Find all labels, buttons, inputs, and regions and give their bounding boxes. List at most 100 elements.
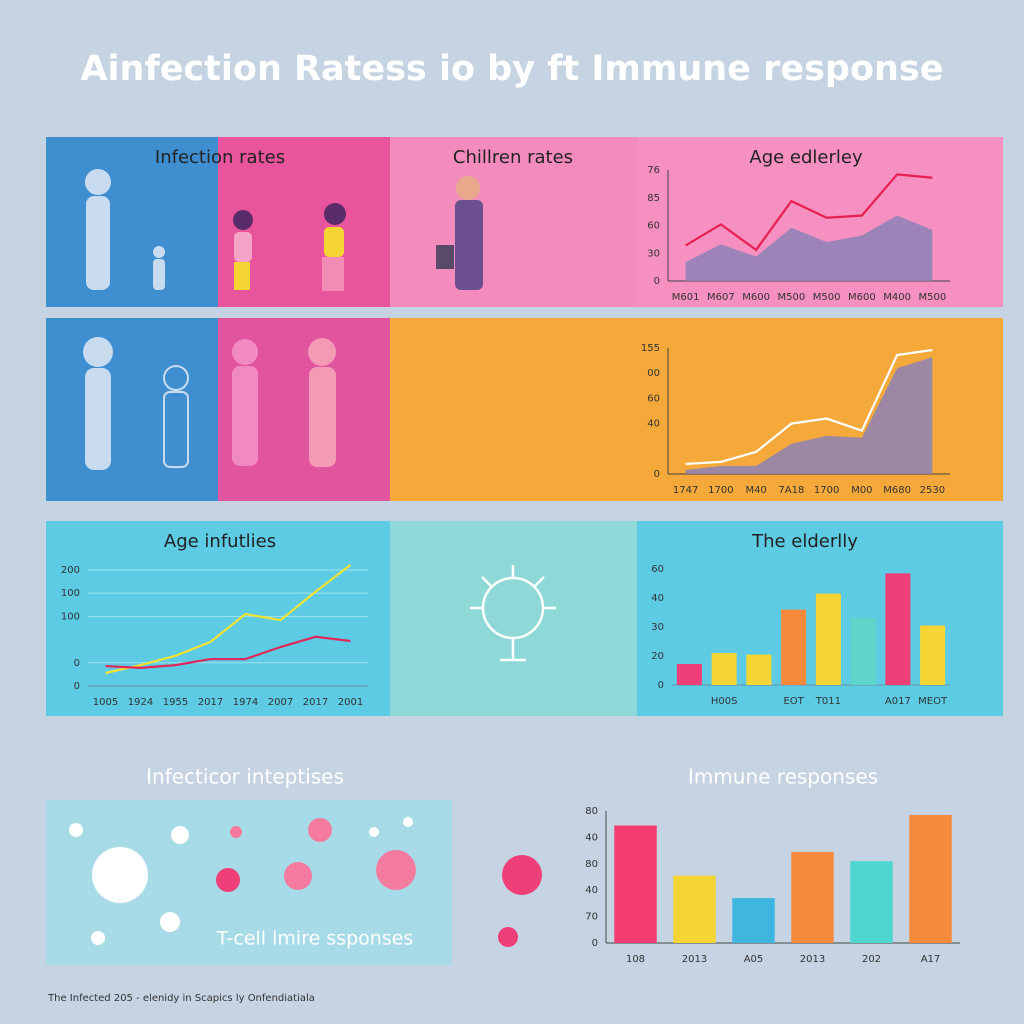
y-tick-label: 0 <box>74 658 80 669</box>
footer: The Infected 205 - elenidy in Scapics ly… <box>47 993 315 1004</box>
x-tick-label: 202 <box>862 954 881 965</box>
panel-title: Chillren rates <box>453 147 573 168</box>
y-tick-label: 40 <box>585 885 598 896</box>
x-tick-label: 2530 <box>920 485 945 496</box>
figures <box>232 176 483 467</box>
x-tick-label: 2013 <box>800 954 825 965</box>
y-tick-label: 155 <box>641 343 660 354</box>
x-tick-label: A17 <box>921 954 941 965</box>
panel <box>390 521 637 716</box>
x-tick-label: M00 <box>851 485 872 496</box>
panel <box>46 318 218 501</box>
x-tick-label: T011 <box>815 696 841 707</box>
x-tick-label: 2001 <box>338 697 363 708</box>
bar <box>711 653 737 685</box>
y-tick-label: 60 <box>651 564 664 575</box>
y-tick-label: 200 <box>61 565 80 576</box>
y-tick-label: 60 <box>647 221 660 232</box>
x-tick-label: 7A18 <box>778 485 804 496</box>
line <box>105 563 352 675</box>
chart-title: Immune responses <box>688 765 878 789</box>
y-tick-label: 0 <box>658 680 664 691</box>
x-tick-label: 1005 <box>93 697 118 708</box>
caption: T-cell lmire ssponses <box>216 928 414 950</box>
bar <box>909 814 952 943</box>
x-tick-label: M400 <box>883 292 911 303</box>
y-tick-label: 0 <box>654 276 660 287</box>
y-tick-label: 80 <box>585 806 598 817</box>
x-tick-label: 1924 <box>128 697 153 708</box>
figures <box>83 169 189 470</box>
y-tick-label: 30 <box>647 248 660 259</box>
y-tick-label: 40 <box>651 593 664 604</box>
y-tick-label: 85 <box>647 193 660 204</box>
bar <box>850 861 893 943</box>
x-tick-label: MEOT <box>918 696 948 707</box>
chart-title: Age edlerley <box>749 147 863 168</box>
y-tick-label: 100 <box>61 588 80 599</box>
y-tick-label: 0 <box>74 681 80 692</box>
x-tick-label: 1955 <box>163 697 188 708</box>
section-title: Infecticor inteptises <box>146 765 344 789</box>
x-tick-label: 1974 <box>233 697 258 708</box>
line <box>105 635 351 670</box>
bar <box>676 663 702 685</box>
y-tick-label: 30 <box>651 622 664 633</box>
bar <box>673 875 716 943</box>
virus-icon <box>470 565 556 662</box>
x-tick-label: 1700 <box>814 485 839 496</box>
bar <box>920 625 946 685</box>
x-tick-label: 2013 <box>682 954 707 965</box>
area <box>685 357 933 474</box>
x-tick-label: M601 <box>672 292 700 303</box>
x-tick-label: M500 <box>919 292 947 303</box>
x-tick-label: M607 <box>707 292 735 303</box>
x-tick-label: M600 <box>848 292 876 303</box>
y-tick-label: 70 <box>585 912 598 923</box>
x-tick-label: M40 <box>745 485 766 496</box>
y-tick-label: 00 <box>647 368 660 379</box>
x-tick-label: M500 <box>813 292 841 303</box>
y-tick-label: 0 <box>592 938 598 949</box>
y-tick-label: 76 <box>647 165 660 176</box>
virus-icons <box>69 817 542 947</box>
panel <box>390 137 637 307</box>
y-tick-label: 60 <box>647 393 660 404</box>
x-tick-label: 2017 <box>303 697 328 708</box>
main-title: Ainfection Ratess io by ft Immune respon… <box>80 49 943 89</box>
x-tick-label: 1747 <box>673 485 698 496</box>
x-tick-label: 2017 <box>198 697 223 708</box>
y-tick-label: 20 <box>651 651 664 662</box>
y-tick-label: 100 <box>61 611 80 622</box>
bar <box>815 593 841 685</box>
y-tick-label: 80 <box>585 859 598 870</box>
x-tick-label: H00S <box>711 696 738 707</box>
y-tick-label: 40 <box>585 832 598 843</box>
bar <box>732 898 775 943</box>
x-tick-label: M600 <box>742 292 770 303</box>
x-tick-label: A05 <box>744 954 764 965</box>
bar <box>885 573 911 685</box>
line <box>685 173 933 252</box>
bar <box>614 825 657 943</box>
y-tick-label: 40 <box>647 419 660 430</box>
x-tick-label: EOT <box>783 696 804 707</box>
x-tick-label: M680 <box>883 485 911 496</box>
chart-title: The elderlly <box>751 531 858 552</box>
panel <box>46 521 390 716</box>
chart-title: Age infutlies <box>164 531 276 552</box>
panel <box>46 137 218 307</box>
panel-title: Infection rates <box>155 147 285 168</box>
x-tick-label: 1700 <box>708 485 733 496</box>
area <box>685 215 933 281</box>
bar <box>781 609 807 685</box>
x-tick-label: 108 <box>626 954 645 965</box>
x-tick-label: 2007 <box>268 697 293 708</box>
bar <box>746 654 772 685</box>
x-tick-label: A017 <box>885 696 911 707</box>
bar <box>791 851 834 943</box>
x-tick-label: M500 <box>778 292 806 303</box>
line <box>685 348 933 466</box>
